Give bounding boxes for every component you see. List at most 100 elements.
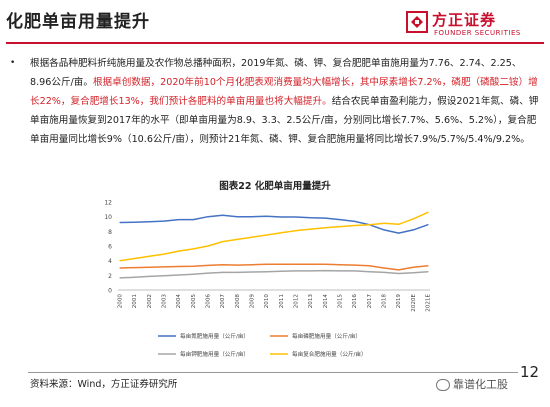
x-tick-label: 2013	[308, 294, 314, 309]
data-point	[280, 216, 282, 218]
data-point	[383, 222, 385, 224]
x-tick-label: 2006	[206, 294, 212, 309]
data-point	[310, 263, 312, 265]
y-tick-label: 10	[104, 214, 112, 221]
data-point	[310, 270, 312, 272]
analysis-text: • 根据各品种肥料折纯施用量及农作物总播种面积，2019年氮、磷、钾、复合肥肥单…	[8, 54, 542, 149]
data-point	[339, 219, 341, 221]
data-point	[295, 263, 297, 265]
data-point	[412, 218, 414, 220]
data-point	[295, 216, 297, 218]
data-point	[178, 265, 180, 268]
data-point	[222, 264, 224, 266]
data-point	[368, 224, 370, 226]
series-line-1	[119, 263, 429, 271]
data-point	[280, 263, 282, 265]
data-point	[427, 265, 429, 267]
data-point	[163, 220, 165, 222]
data-point	[266, 263, 268, 265]
data-point	[354, 224, 356, 227]
data-point	[134, 276, 136, 278]
bullet-icon: •	[10, 58, 16, 68]
x-tick-label: 2003	[162, 294, 168, 309]
data-point	[383, 271, 385, 273]
data-point	[295, 230, 297, 232]
data-point	[134, 221, 136, 223]
data-point	[236, 238, 238, 240]
data-point	[398, 272, 400, 275]
x-tick-label: 2016	[352, 294, 358, 309]
data-point	[192, 265, 194, 267]
data-point	[412, 229, 414, 231]
x-tick-label: 2008	[235, 294, 241, 309]
series-line-2	[119, 269, 429, 279]
data-point	[266, 234, 268, 236]
data-point	[368, 271, 370, 273]
x-tick-label: 2007	[220, 294, 226, 309]
data-point	[119, 277, 121, 279]
data-point	[207, 245, 209, 247]
x-tick-label: 2021E	[426, 294, 432, 312]
data-point	[354, 264, 356, 266]
data-point	[148, 221, 150, 223]
y-tick-label: 12	[104, 200, 112, 207]
legend-label: 每亩复合肥施用量（公斤/亩）	[292, 350, 367, 358]
text-segment-consumption-growth: 根据卓创数据，2020年前10个月化肥表观消费量均大幅增长，其中尿素增长7.2%…	[30, 77, 538, 107]
y-tick-label: 0	[108, 288, 112, 295]
page-title: 化肥单亩用量提升	[6, 12, 150, 32]
data-point	[222, 241, 224, 243]
x-tick-label: 2000	[118, 294, 124, 309]
wechat-icon	[436, 379, 450, 391]
series-line-3	[119, 211, 429, 262]
footer-divider	[28, 372, 518, 373]
data-point	[148, 255, 150, 257]
data-point	[324, 227, 326, 229]
x-tick-label: 2017	[367, 294, 373, 309]
data-point	[192, 219, 194, 221]
source-note: 资料来源：Wind，方正证券研究所	[30, 379, 178, 390]
data-point	[339, 225, 341, 228]
x-tick-label: 2002	[147, 294, 153, 308]
data-point	[310, 228, 312, 230]
data-point	[119, 267, 121, 269]
data-point	[266, 271, 268, 273]
logo-name-en: FOUNDER SECURITIES	[434, 29, 521, 37]
x-tick-label: 2014	[323, 294, 329, 309]
data-point	[368, 265, 370, 267]
data-point	[398, 269, 400, 271]
data-point	[280, 270, 282, 272]
data-point	[207, 264, 209, 267]
data-point	[192, 248, 194, 250]
y-tick-label: 2	[108, 273, 112, 280]
data-point	[222, 214, 224, 216]
data-point	[222, 271, 224, 273]
data-point	[178, 219, 180, 221]
data-point	[398, 232, 400, 234]
data-point	[148, 266, 150, 268]
data-point	[251, 236, 253, 238]
data-point	[383, 267, 385, 269]
series-line-0	[119, 214, 429, 234]
data-point	[163, 275, 165, 277]
data-point	[354, 220, 356, 223]
text-segment-2021-assumption: 结合农民单亩盈利能力，假设2021年氮、磷、钾单亩施用量恢复到2017年的水平（…	[30, 96, 539, 145]
data-point	[251, 264, 253, 266]
data-point	[134, 257, 136, 260]
data-point	[134, 267, 136, 269]
data-point	[163, 253, 165, 255]
data-point	[251, 216, 253, 218]
data-point	[163, 266, 165, 268]
data-point	[178, 274, 180, 276]
y-tick-label: 8	[108, 229, 112, 236]
x-tick-label: 2018	[382, 294, 388, 309]
header-divider	[6, 42, 544, 44]
text-segment-fertilizer-usage: 根据各品种肥料折纯施用量及农作物总播种面积，2019年氮、磷、钾、复合肥肥单亩施…	[30, 58, 522, 88]
data-point	[236, 271, 238, 273]
data-point	[295, 270, 297, 272]
data-point	[236, 264, 238, 266]
data-point	[398, 223, 400, 225]
data-point	[192, 273, 194, 275]
x-tick-label: 2009	[250, 294, 256, 309]
data-point	[236, 216, 238, 218]
data-point	[339, 264, 341, 266]
